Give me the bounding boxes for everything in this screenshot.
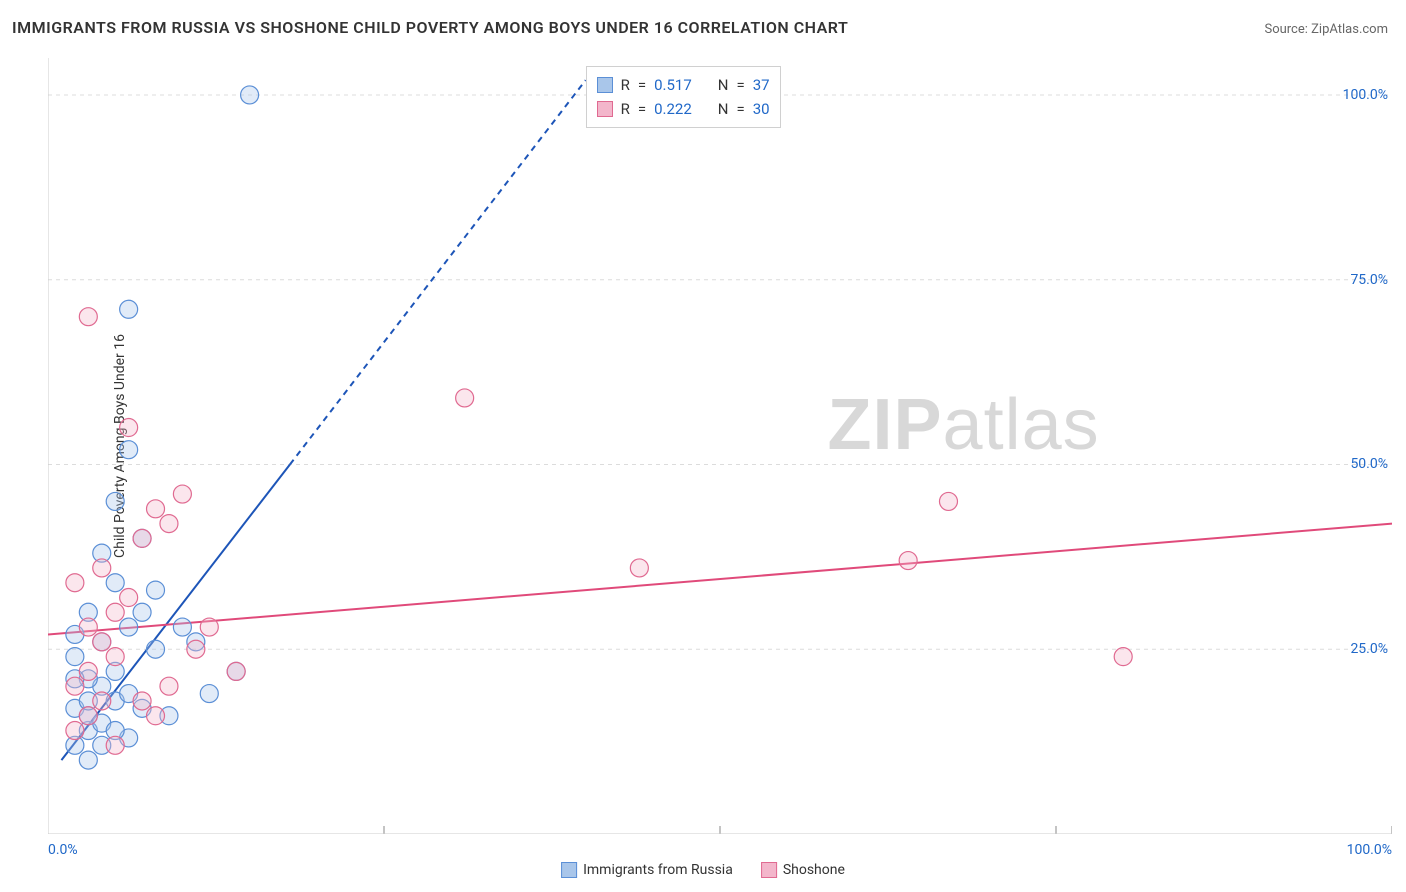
y-tick-label: 50.0% (1350, 456, 1388, 472)
legend-r-label: R (621, 73, 630, 97)
legend-n-value: 30 (753, 97, 770, 121)
legend-r-label: R (621, 97, 630, 121)
x-tick-label: 0.0% (48, 842, 78, 858)
x-tick-label: 100.0% (1347, 842, 1392, 858)
legend-label: Shoshone (783, 862, 845, 878)
correlation-legend-box: R = 0.517 N = 37 R = 0.222 N = 30 (586, 66, 781, 128)
legend-eq: = (736, 73, 744, 97)
series-legend: Immigrants from Russia Shoshone (561, 862, 845, 878)
source-credit: Source: ZipAtlas.com (1264, 22, 1388, 37)
legend-eq: = (638, 73, 646, 97)
legend-r-value: 0.517 (654, 73, 692, 97)
legend-swatch (597, 77, 613, 93)
source-name: ZipAtlas.com (1311, 22, 1388, 37)
y-tick-label: 100.0% (1343, 87, 1388, 103)
legend-n-label: N (718, 97, 729, 121)
legend-item: Shoshone (761, 862, 845, 878)
legend-label: Immigrants from Russia (583, 862, 733, 878)
correlation-legend-row: R = 0.517 N = 37 (597, 73, 770, 97)
legend-r-value: 0.222 (654, 97, 692, 121)
y-tick-label: 75.0% (1350, 272, 1388, 288)
legend-eq: = (638, 97, 646, 121)
chart-title: IMMIGRANTS FROM RUSSIA VS SHOSHONE CHILD… (12, 18, 848, 37)
correlation-legend-row: R = 0.222 N = 30 (597, 97, 770, 121)
legend-item: Immigrants from Russia (561, 862, 733, 878)
legend-n-value: 37 (753, 73, 770, 97)
y-tick-label: 25.0% (1350, 641, 1388, 657)
legend-eq: = (736, 97, 744, 121)
legend-n-label: N (718, 73, 729, 97)
chart-plot-area: R=0.517N=37R=0.222N=30 ZIPatlas 25.0%50.… (48, 58, 1392, 834)
legend-swatch (561, 862, 577, 878)
scatter-chart-svg (48, 58, 1392, 834)
source-prefix: Source: (1264, 22, 1311, 37)
legend-swatch (761, 862, 777, 878)
legend-swatch (597, 101, 613, 117)
